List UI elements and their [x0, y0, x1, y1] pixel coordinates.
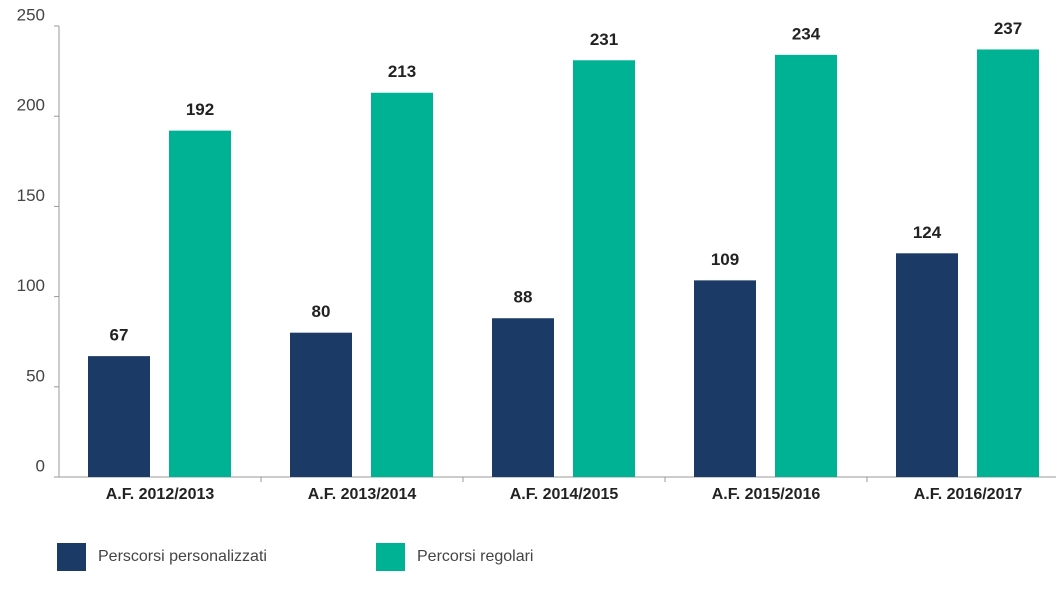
value-label: 234: [792, 24, 821, 43]
value-label: 192: [186, 100, 214, 119]
value-label: 213: [388, 62, 416, 81]
value-label: 231: [590, 30, 618, 49]
bar: [896, 253, 958, 477]
bar: [573, 60, 635, 477]
bar: [169, 130, 231, 477]
y-tick-label: 200: [17, 96, 45, 115]
bar: [290, 332, 352, 477]
bar: [371, 92, 433, 478]
legend-label: Percorsi regolari: [417, 548, 533, 565]
x-tick-label: A.F. 2013/2014: [308, 486, 417, 503]
legend-label: Perscorsi personalizzati: [98, 548, 267, 565]
y-tick-label: 150: [17, 186, 45, 205]
value-label: 88: [514, 288, 533, 307]
value-label: 80: [312, 302, 331, 321]
x-tick-label: A.F. 2012/2013: [106, 486, 215, 503]
value-label: 109: [711, 250, 739, 269]
y-tick-label: 250: [17, 5, 45, 24]
bar: [88, 356, 150, 477]
bar: [492, 318, 554, 477]
value-label: 124: [913, 223, 942, 242]
x-tick-label: A.F. 2014/2015: [510, 486, 619, 503]
bar: [977, 49, 1039, 478]
x-tick-label: A.F. 2016/2017: [914, 486, 1023, 503]
y-tick-label: 0: [36, 456, 45, 475]
bar: [694, 280, 756, 477]
value-label: 67: [110, 326, 129, 345]
legend-swatch: [57, 543, 86, 571]
y-tick-label: 50: [26, 366, 45, 385]
y-tick-label: 100: [17, 276, 45, 295]
bar: [775, 54, 837, 477]
value-label: 237: [994, 19, 1022, 38]
x-tick-label: A.F. 2015/2016: [712, 486, 821, 503]
legend-swatch: [376, 543, 405, 571]
